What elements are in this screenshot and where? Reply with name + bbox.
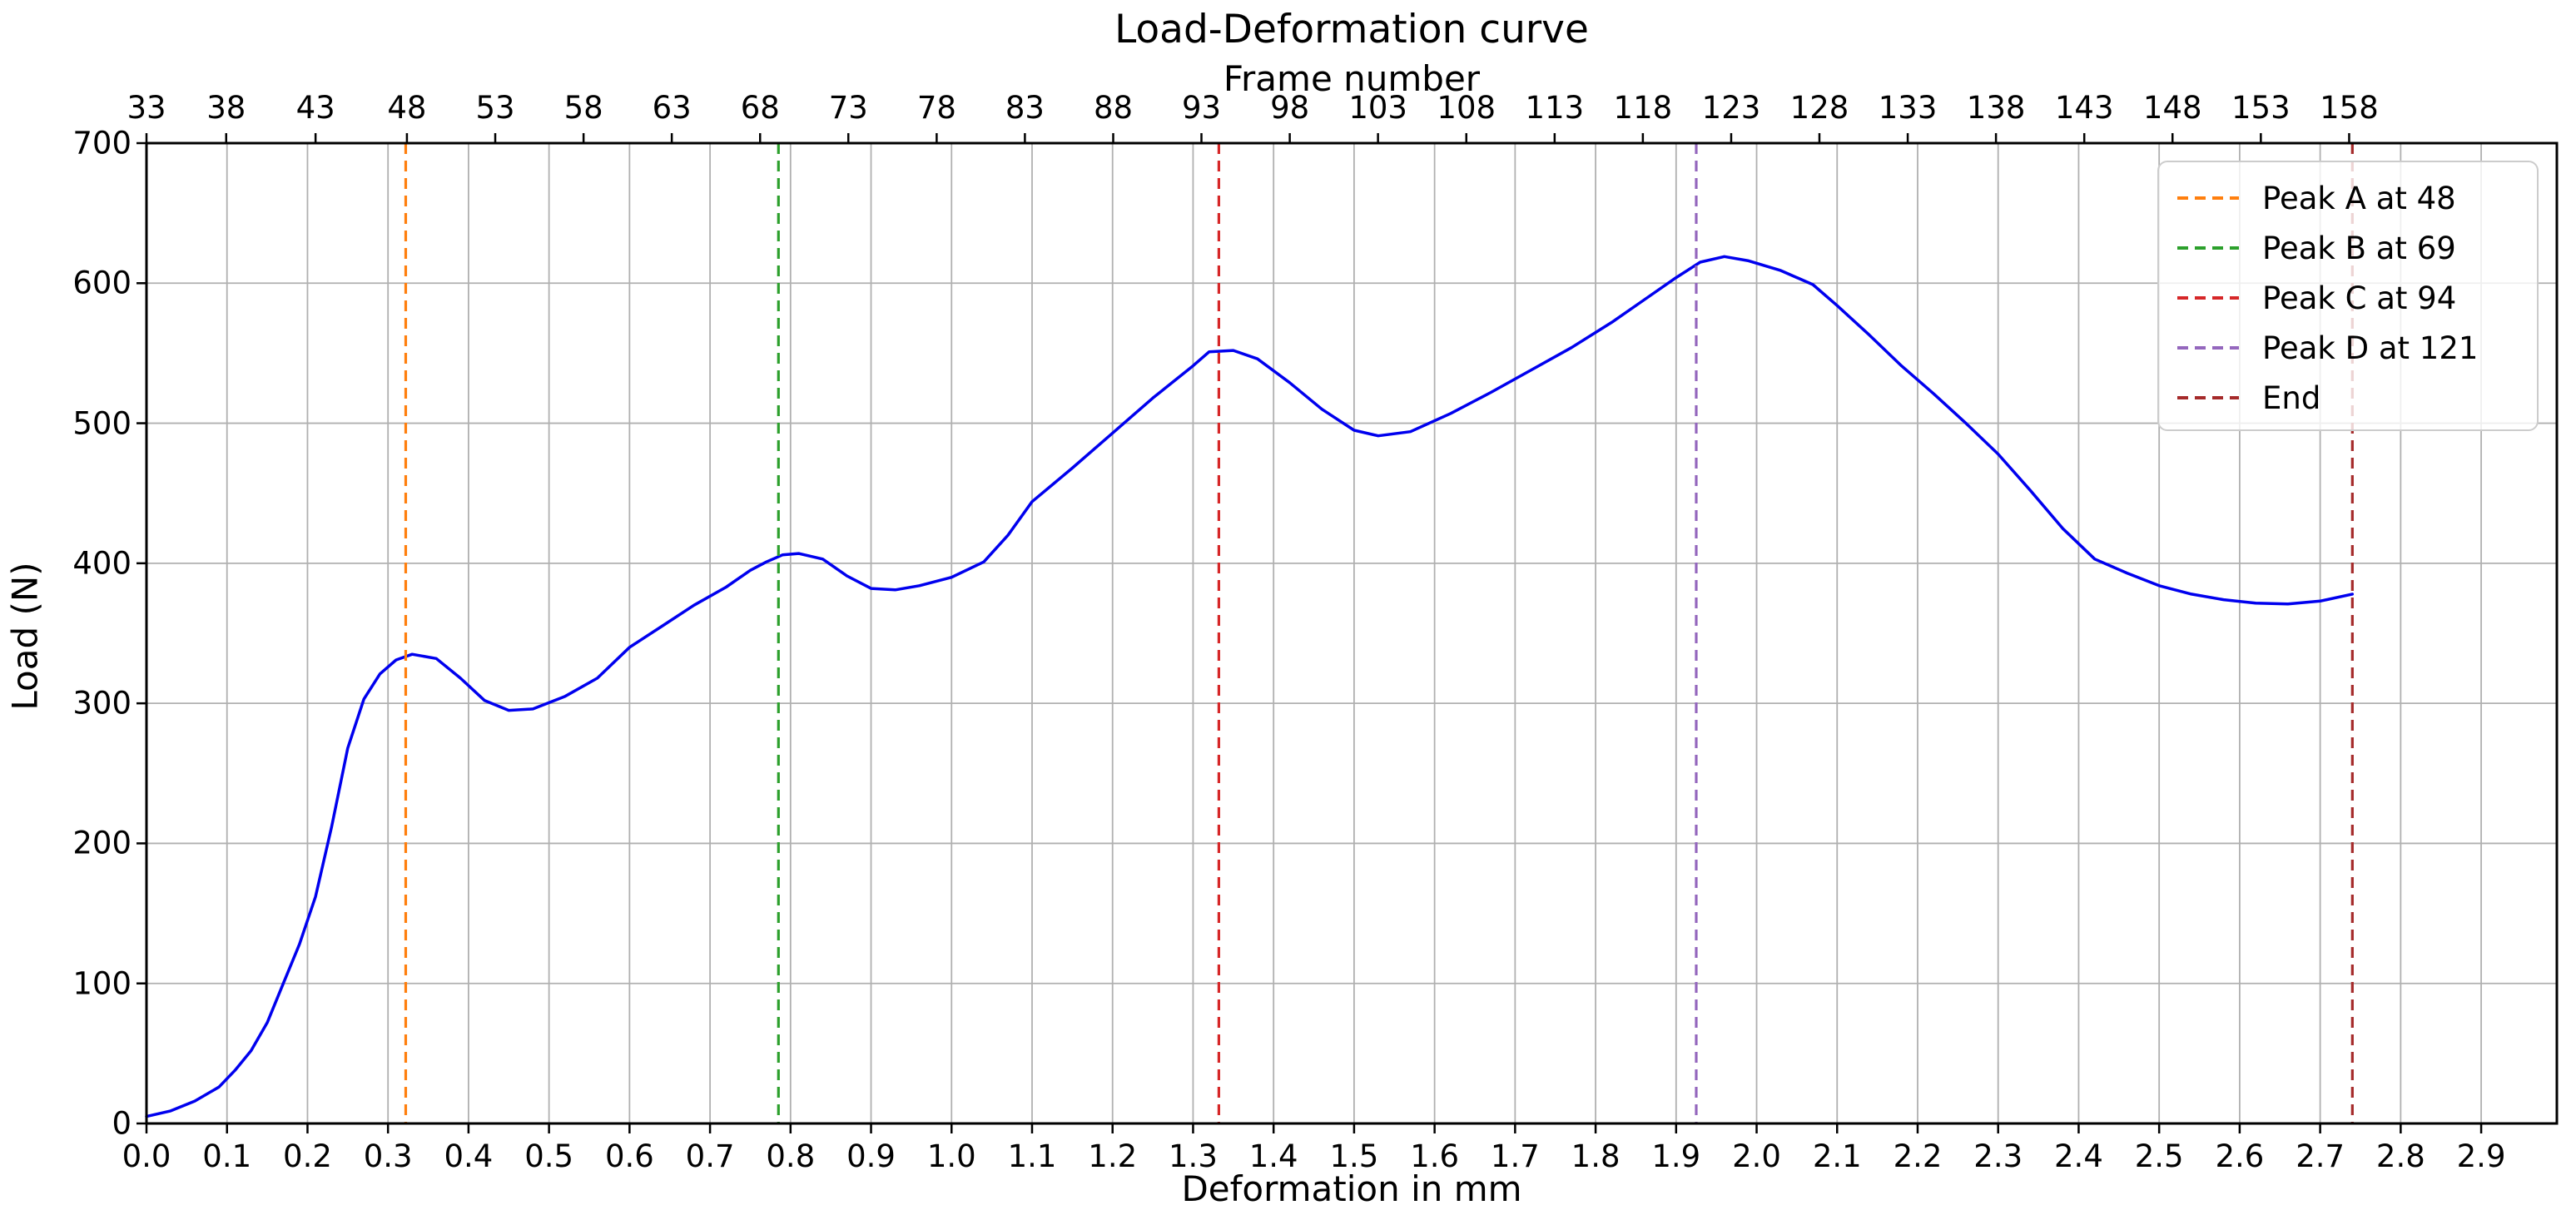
- frame-number-axis-title: Frame number: [1223, 58, 1481, 99]
- legend: Peak A at 48 Peak B at 69 Peak C at 94 Peak…: [2157, 161, 2539, 431]
- frame-tick-label: 73: [828, 90, 868, 126]
- chart-title: Load-Deformation curve: [1114, 7, 1589, 52]
- frame-tick-label: 58: [563, 90, 603, 126]
- x-tick-label: 2.9: [2456, 1138, 2506, 1174]
- frame-tick-label: 83: [1005, 90, 1045, 126]
- frame-tick-label: 38: [206, 90, 246, 126]
- x-tick-label: 0.5: [524, 1138, 574, 1174]
- x-tick-label: 1.4: [1248, 1138, 1298, 1174]
- x-tick-label: 0.9: [846, 1138, 896, 1174]
- legend-label: Peak B at 69: [2262, 230, 2456, 266]
- x-tick-label: 1.8: [1571, 1138, 1621, 1174]
- frame-tick-label: 133: [1878, 90, 1938, 126]
- frame-tick-label: 153: [2231, 90, 2291, 126]
- legend-dashed-line-swatch: [2177, 246, 2239, 250]
- x-tick-label: 2.1: [1812, 1138, 1862, 1174]
- frame-tick-label: 98: [1270, 90, 1310, 126]
- y-tick-label: 600: [72, 265, 132, 301]
- frame-tick-label: 143: [2054, 90, 2114, 126]
- x-tick-label: 1.5: [1329, 1138, 1379, 1174]
- frame-tick-label: 63: [652, 90, 692, 126]
- y-tick-label: 500: [72, 405, 132, 442]
- frame-tick-label: 48: [387, 90, 427, 126]
- legend-label: Peak D at 121: [2262, 330, 2479, 366]
- legend-dashed-line-swatch: [2177, 296, 2239, 300]
- x-tick-label: 1.9: [1651, 1138, 1701, 1174]
- frame-tick-label: 53: [475, 90, 515, 126]
- frame-tick-label: 93: [1181, 90, 1222, 126]
- legend-label: Peak A at 48: [2262, 180, 2456, 216]
- frame-tick-label: 128: [1789, 90, 1849, 126]
- x-tick-label: 2.8: [2375, 1138, 2425, 1174]
- x-tick-label: 0.6: [604, 1138, 654, 1174]
- x-tick-label: 1.2: [1088, 1138, 1138, 1174]
- x-tick-label: 1.3: [1169, 1138, 1218, 1174]
- frame-tick-label: 108: [1437, 90, 1496, 126]
- legend-dashed-line-swatch: [2177, 346, 2239, 350]
- x-tick-label: 0.4: [444, 1138, 494, 1174]
- y-tick-label: 0: [112, 1105, 132, 1142]
- x-tick-label: 0.3: [363, 1138, 413, 1174]
- y-tick-label: 400: [72, 545, 132, 582]
- x-tick-label: 0.1: [202, 1138, 252, 1174]
- y-axis-title: Load (N): [4, 562, 46, 711]
- frame-tick-label: 148: [2142, 90, 2202, 126]
- load-curve: [145, 255, 2355, 1118]
- frame-tick-label: 88: [1093, 90, 1134, 126]
- x-tick-label: 2.3: [1973, 1138, 2023, 1174]
- frame-tick-label: 113: [1525, 90, 1585, 126]
- y-tick-label: 300: [72, 685, 132, 722]
- y-tick-label: 200: [72, 825, 132, 861]
- y-tick-label: 700: [72, 125, 132, 161]
- frame-tick-label: 118: [1613, 90, 1673, 126]
- legend-entry: Peak B at 69: [2159, 223, 2537, 273]
- frame-tick-label: 138: [1966, 90, 2026, 126]
- x-tick-label: 2.2: [1893, 1138, 1943, 1174]
- x-axis-title: Deformation in mm: [1181, 1168, 1522, 1209]
- x-tick-label: 2.0: [1732, 1138, 1781, 1174]
- x-tick-label: 2.4: [2054, 1138, 2103, 1174]
- x-tick-label: 0.7: [685, 1138, 735, 1174]
- legend-label: End: [2262, 379, 2321, 416]
- x-tick-label: 2.5: [2134, 1138, 2184, 1174]
- legend-dashed-line-swatch: [2177, 196, 2239, 200]
- frame-tick-label: 68: [740, 90, 780, 126]
- x-tick-label: 1.6: [1410, 1138, 1460, 1174]
- x-tick-label: 1.0: [926, 1138, 976, 1174]
- frame-tick-label: 158: [2320, 90, 2379, 126]
- x-tick-label: 2.6: [2215, 1138, 2265, 1174]
- legend-entry: Peak C at 94: [2159, 273, 2537, 323]
- legend-entry: End: [2159, 373, 2537, 423]
- x-tick-label: 0.2: [283, 1138, 332, 1174]
- x-tick-label: 2.7: [2296, 1138, 2345, 1174]
- frame-tick-label: 33: [127, 90, 166, 126]
- legend-dashed-line-swatch: [2177, 396, 2239, 399]
- legend-entry: Peak D at 121: [2159, 323, 2537, 373]
- y-tick-label: 100: [72, 965, 132, 1002]
- x-tick-label: 1.7: [1490, 1138, 1540, 1174]
- frame-tick-label: 103: [1348, 90, 1407, 126]
- x-tick-label: 0.8: [766, 1138, 816, 1174]
- plot-frame: [145, 141, 2559, 1125]
- frame-tick-label: 78: [916, 90, 956, 126]
- frame-tick-label: 43: [295, 90, 335, 126]
- x-tick-label: 1.1: [1007, 1138, 1057, 1174]
- legend-label: Peak C at 94: [2262, 280, 2457, 316]
- x-tick-label: 0.0: [122, 1138, 171, 1174]
- frame-tick-label: 123: [1701, 90, 1761, 126]
- legend-entry: Peak A at 48: [2159, 173, 2537, 223]
